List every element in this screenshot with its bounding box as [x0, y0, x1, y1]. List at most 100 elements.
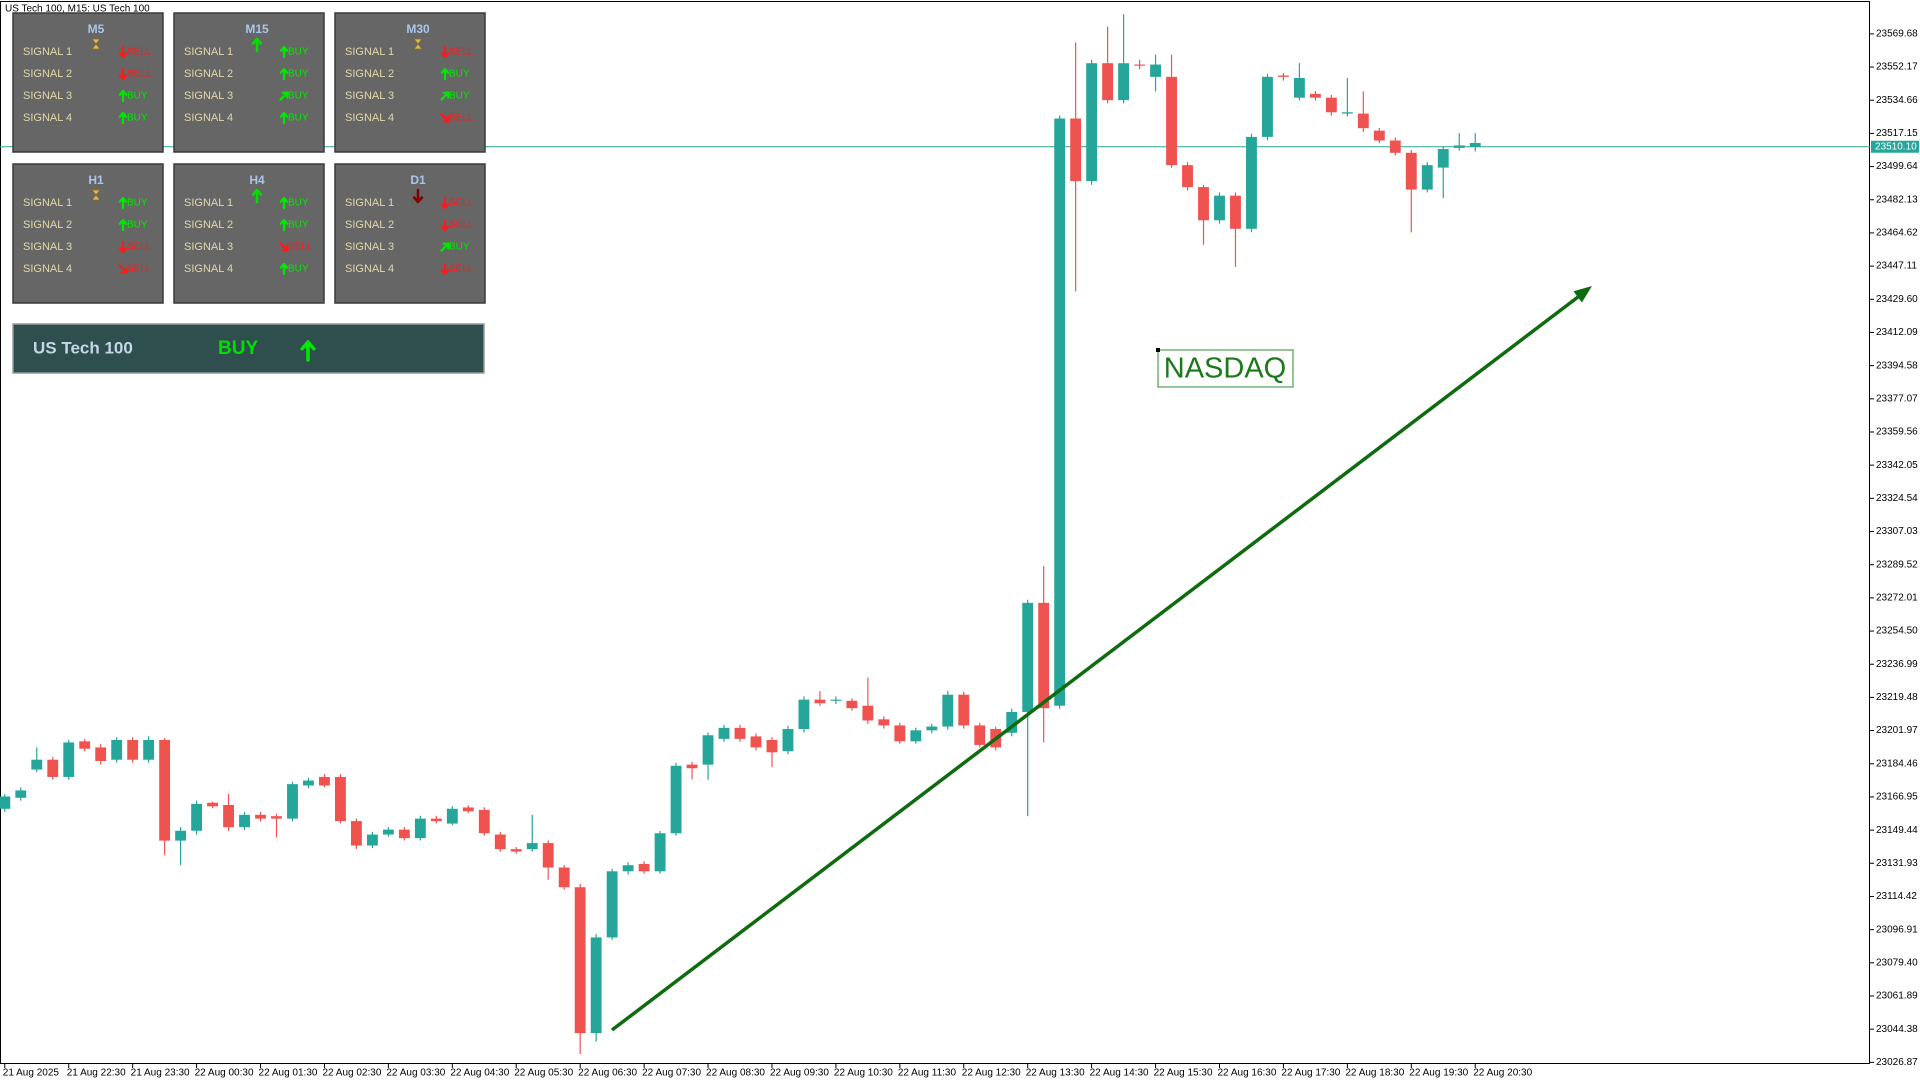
candle-body — [223, 804, 234, 828]
signal-label: SIGNAL 3 — [23, 241, 72, 253]
signal-arrow-shape — [440, 218, 450, 232]
candle-body — [159, 740, 171, 841]
summary-arrow — [300, 340, 316, 362]
signal-arrow — [440, 262, 450, 276]
candle-body — [382, 829, 394, 835]
signal-direction: BUY — [127, 220, 148, 231]
y-tick-label: 23307.03 — [1876, 526, 1918, 537]
signal-label: SIGNAL 4 — [184, 263, 233, 275]
signal-label: SIGNAL 1 — [184, 197, 233, 209]
candle-body — [47, 759, 59, 777]
x-tick-label: 22 Aug 17:30 — [1281, 1068, 1340, 1079]
candle-body — [814, 699, 826, 704]
last-price-box — [1871, 140, 1919, 153]
signal-direction: SELL — [127, 69, 152, 80]
panel-trend-arrow — [251, 37, 263, 53]
candle-body — [1293, 77, 1305, 98]
y-tick-label: 23394.58 — [1876, 360, 1918, 371]
panel-trend-arrow — [412, 188, 424, 204]
signal-arrow — [118, 264, 128, 274]
candle-body — [1469, 142, 1481, 147]
candle-body — [366, 834, 378, 846]
signal-arrow — [279, 242, 289, 252]
candle-body — [1054, 118, 1066, 706]
x-tick-label: 22 Aug 02:30 — [322, 1068, 381, 1079]
candle-body — [1277, 75, 1289, 77]
y-tick-label: 23359.56 — [1876, 427, 1918, 438]
signal-direction: BUY — [449, 69, 470, 80]
candle-body — [31, 759, 43, 770]
y-tick-label: 23184.46 — [1876, 758, 1918, 769]
panel-timeframe: M15 — [245, 22, 269, 36]
y-tick-label: 23569.68 — [1876, 29, 1918, 40]
candle-body — [702, 735, 714, 765]
candle-body — [1230, 195, 1241, 229]
hourglass-icon — [91, 189, 101, 201]
panel-timeframe: M30 — [406, 22, 430, 36]
signal-label: SIGNAL 4 — [184, 112, 233, 124]
candle-body — [1309, 93, 1321, 98]
signal-arrow — [440, 196, 450, 210]
x-tick-label: 22 Aug 08:30 — [706, 1068, 765, 1079]
signal-label: SIGNAL 2 — [23, 68, 72, 80]
signal-arrow — [279, 218, 289, 232]
signal-arrow — [118, 196, 128, 210]
signal-direction: SELL — [127, 242, 152, 253]
signal-direction: BUY — [288, 47, 309, 58]
x-tick-label: 22 Aug 13:30 — [1026, 1068, 1085, 1079]
y-tick-label: 23552.17 — [1876, 62, 1918, 73]
signal-label: SIGNAL 2 — [184, 219, 233, 231]
signal-direction: BUY — [288, 113, 309, 124]
signal-arrow — [279, 45, 289, 59]
signal-label: SIGNAL 1 — [345, 46, 394, 58]
summary-signal: BUY — [218, 338, 258, 359]
signal-direction: SELL — [449, 220, 474, 231]
signal-arrow — [118, 67, 128, 81]
y-tick-label: 23342.05 — [1876, 460, 1918, 471]
candle-body — [894, 725, 906, 742]
candle-body — [1405, 152, 1417, 190]
x-tick-label: 22 Aug 00:30 — [195, 1068, 254, 1079]
signal-label: SIGNAL 1 — [184, 46, 233, 58]
candle-body — [1022, 602, 1034, 712]
signal-direction: BUY — [449, 91, 470, 102]
signal-arrow — [440, 113, 450, 123]
signal-arrow-shape — [440, 45, 450, 59]
x-tick-label: 22 Aug 18:30 — [1345, 1068, 1404, 1079]
signal-arrow — [279, 111, 289, 125]
signal-direction: SELL — [127, 47, 152, 58]
signal-arrow-shape — [279, 262, 289, 276]
signal-label: SIGNAL 2 — [184, 68, 233, 80]
candle-body — [926, 726, 938, 731]
signal-label: SIGNAL 1 — [23, 197, 72, 209]
candle-body — [1325, 97, 1337, 113]
candle-body — [686, 764, 698, 769]
candle-body — [0, 796, 11, 809]
candle-body — [1102, 63, 1114, 101]
signal-direction: SELL — [449, 47, 474, 58]
signal-arrow — [118, 45, 128, 59]
y-tick-label: 23517.15 — [1876, 128, 1918, 139]
candle-body — [239, 814, 250, 828]
signal-arrow-shape — [279, 242, 289, 252]
candle-body — [398, 829, 410, 839]
x-tick-label: 21 Aug 22:30 — [67, 1068, 126, 1079]
signal-arrow-shape — [118, 89, 128, 103]
x-tick-label: 22 Aug 03:30 — [386, 1068, 445, 1079]
candle-body — [414, 818, 426, 839]
signal-label: SIGNAL 4 — [23, 263, 72, 275]
signal-label: SIGNAL 1 — [345, 197, 394, 209]
x-tick-label: 22 Aug 09:30 — [770, 1068, 829, 1079]
candle-body — [606, 871, 618, 938]
x-tick-label: 22 Aug 01:30 — [259, 1068, 318, 1079]
candle-body — [143, 740, 155, 760]
annotation-anchor — [1156, 348, 1160, 352]
candle-body — [350, 821, 362, 846]
signal-arrow-shape — [279, 45, 289, 59]
signal-arrow-shape — [279, 111, 289, 125]
summary-symbol: US Tech 100 — [33, 338, 133, 357]
candle-body — [750, 736, 762, 748]
summary-arrow-shape — [300, 340, 316, 362]
panel-trend-arrow-shape — [412, 188, 424, 204]
signal-label: SIGNAL 3 — [345, 241, 394, 253]
